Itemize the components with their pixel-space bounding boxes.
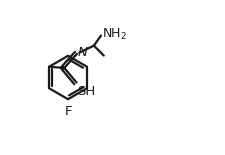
Text: NH$_2$: NH$_2$ — [101, 27, 126, 42]
Text: N: N — [77, 46, 87, 59]
Text: F: F — [64, 105, 72, 118]
Text: SH: SH — [76, 85, 95, 98]
